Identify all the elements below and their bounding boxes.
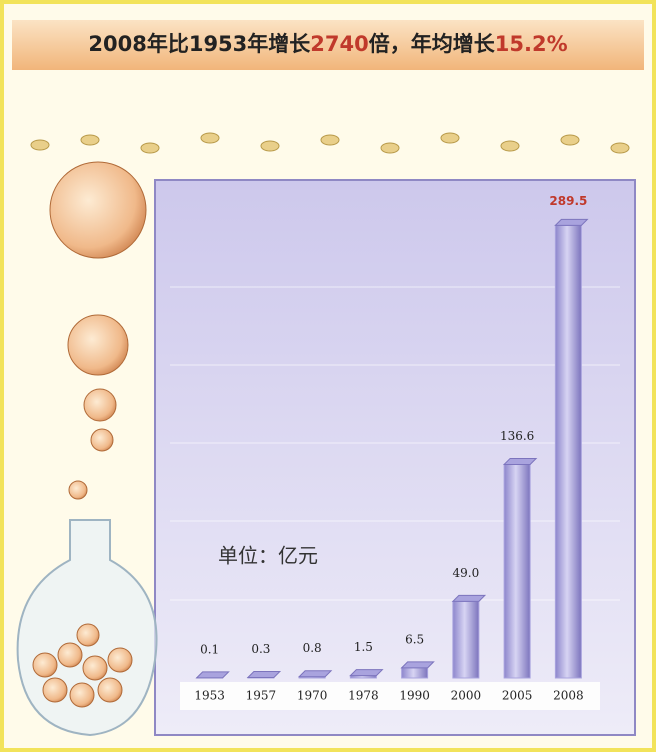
title-part: 15.2% — [495, 32, 568, 56]
bar-top — [554, 218, 589, 226]
value-label: 6.5 — [405, 632, 424, 646]
bar-top — [400, 661, 435, 669]
bar — [503, 463, 531, 679]
x-tick-label: 1978 — [348, 689, 379, 703]
x-tick-label: 2008 — [553, 689, 584, 703]
coins — [49, 161, 147, 500]
x-tick-label: 2000 — [451, 689, 482, 703]
title-bar — [12, 20, 644, 70]
panel-lines — [170, 286, 620, 601]
x-tick-label: 1953 — [194, 689, 225, 703]
bar — [401, 667, 429, 679]
bar-top — [246, 671, 282, 679]
flask-coins — [32, 623, 133, 708]
unit-label: 单位：亿元 — [218, 544, 318, 568]
x-tick-label: 2005 — [502, 689, 533, 703]
grain-border — [30, 132, 630, 154]
value-label: 289.5 — [549, 194, 587, 208]
x-tick-label: 1990 — [399, 689, 430, 703]
value-label: 0.1 — [200, 642, 219, 656]
bar — [452, 600, 480, 679]
value-label: 1.5 — [354, 640, 373, 654]
value-label: 136.6 — [500, 429, 534, 443]
value-label: 49.0 — [453, 566, 480, 580]
title-part: 2740 — [310, 32, 368, 56]
title-part: 2008年比1953年增长 — [88, 32, 311, 56]
bar-top — [451, 594, 487, 602]
category-strip — [180, 682, 600, 710]
value-label: 0.8 — [303, 641, 322, 655]
chart-title: 2008年比1953年增长2740倍，年均增长15.2% — [88, 32, 567, 56]
x-tick-label: 1957 — [246, 689, 277, 703]
bar-top — [349, 669, 384, 677]
bar — [554, 224, 582, 679]
value-label: 0.3 — [251, 642, 270, 656]
x-tick-label: 1970 — [297, 689, 328, 703]
bar-top — [502, 457, 538, 465]
bar-top — [297, 670, 333, 678]
title-part: 倍，年均增长 — [369, 32, 496, 56]
bar-top — [195, 671, 230, 679]
